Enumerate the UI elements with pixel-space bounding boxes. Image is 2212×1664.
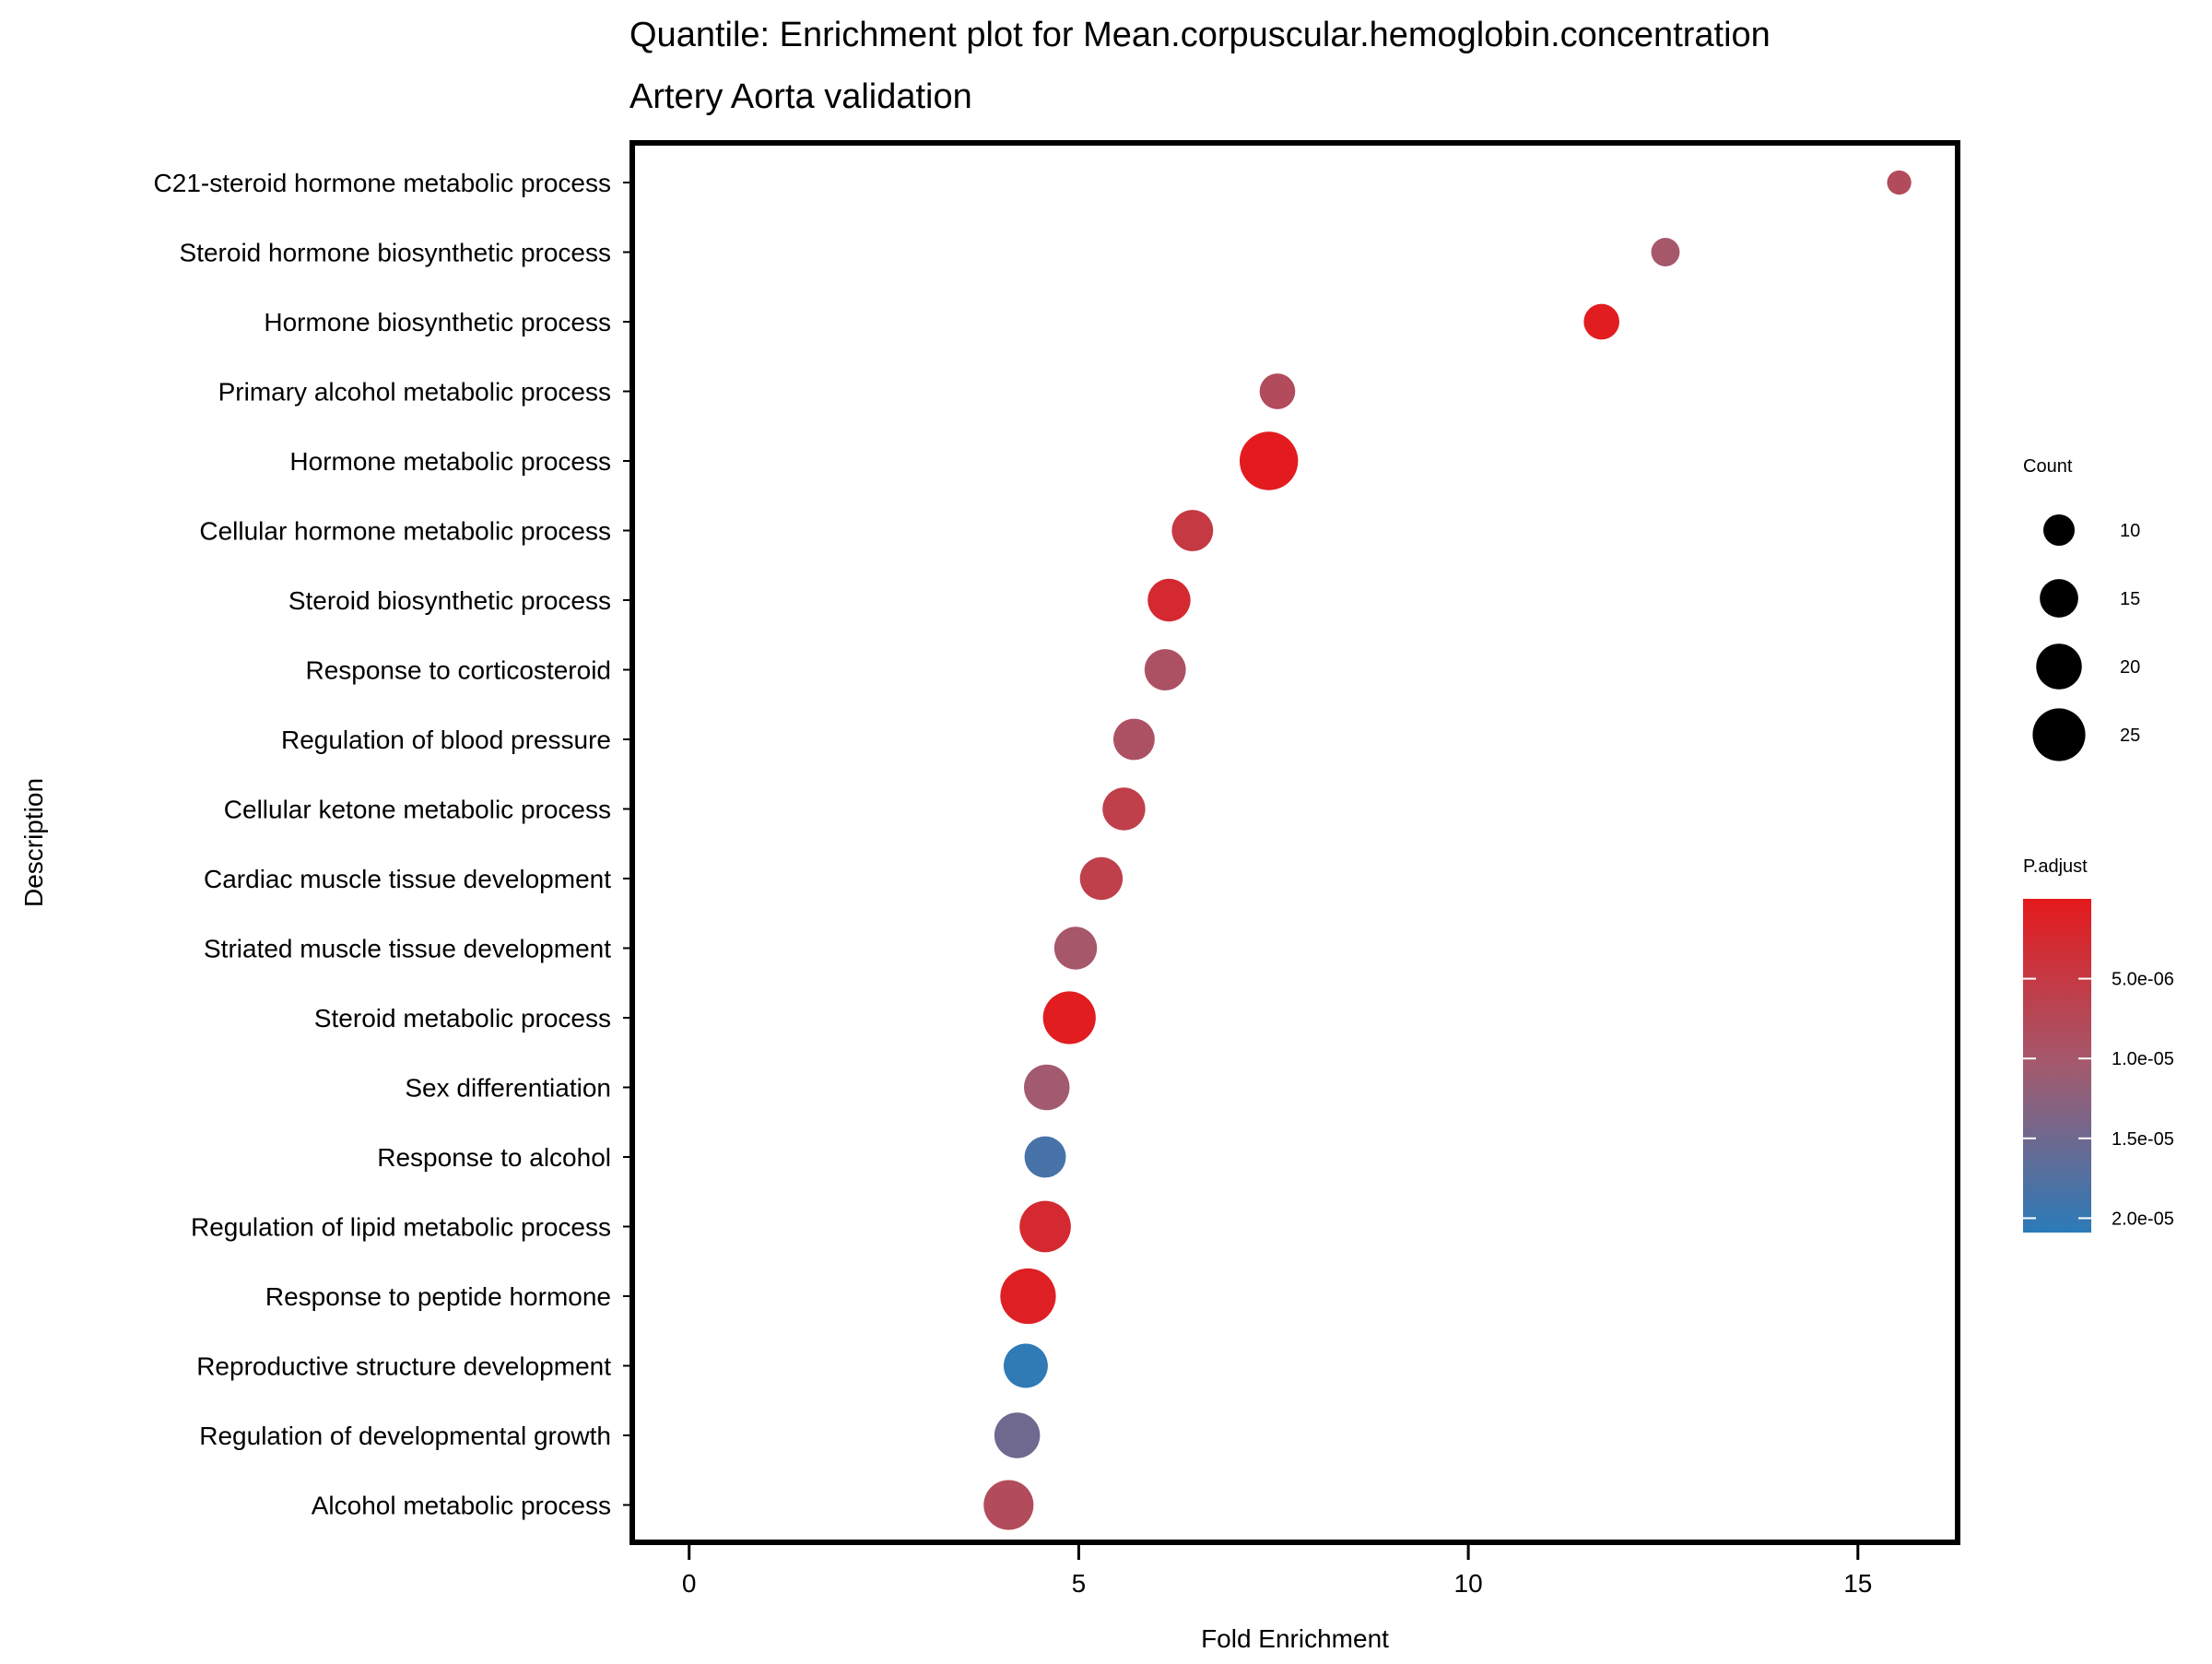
size-legend-key — [2036, 643, 2082, 690]
data-point — [1024, 1064, 1070, 1111]
data-point — [1042, 991, 1096, 1044]
y-tick-label: Regulation of lipid metabolic process — [191, 1213, 611, 1242]
y-tick-label: Hormone biosynthetic process — [264, 308, 611, 336]
data-point — [1147, 578, 1191, 622]
data-point — [1102, 787, 1146, 831]
data-point — [1113, 718, 1155, 761]
data-point — [1887, 170, 1912, 195]
size-legend-title: Count — [2023, 456, 2073, 477]
y-tick-label: Regulation of developmental growth — [199, 1422, 611, 1450]
x-tick-label: 15 — [1843, 1569, 1872, 1598]
y-tick-label: Steroid metabolic process — [314, 1004, 611, 1033]
chart-subtitle: Artery Aorta validation — [629, 77, 972, 116]
data-point — [1079, 856, 1124, 901]
y-tick-label: C21-steroid hormone metabolic process — [154, 169, 611, 197]
y-tick-label: Cardiac muscle tissue development — [204, 865, 611, 893]
data-point — [1003, 1343, 1048, 1388]
x-tick-label: 10 — [1454, 1569, 1483, 1598]
color-legend-label: 2.0e-05 — [2112, 1209, 2174, 1229]
plot-panel-border — [629, 140, 1960, 1545]
chart-title: Quantile: Enrichment plot for Mean.corpu… — [629, 16, 1771, 54]
size-legend-key — [2042, 513, 2076, 547]
data-point — [1144, 649, 1186, 690]
y-tick-label: Cellular hormone metabolic process — [199, 517, 611, 546]
data-point — [994, 1412, 1041, 1458]
data-point — [1239, 431, 1299, 490]
y-tick-label: Sex differentiation — [405, 1074, 611, 1103]
y-axis-title: Description — [19, 778, 48, 907]
color-legend-title: P.adjust — [2023, 856, 2088, 877]
y-tick-label: Striated muscle tissue development — [204, 935, 611, 963]
x-tick-label: 5 — [1072, 1569, 1087, 1598]
x-tick-label: 0 — [682, 1569, 697, 1598]
y-tick-label: Hormone metabolic process — [289, 447, 611, 476]
y-tick-label: Steroid biosynthetic process — [288, 586, 611, 615]
size-legend-key — [2040, 579, 2078, 618]
data-point — [1024, 1136, 1066, 1178]
data-point — [1019, 1200, 1071, 1253]
y-tick-label: Cellular ketone metabolic process — [224, 796, 611, 824]
size-legend-label: 10 — [2120, 521, 2140, 541]
y-tick-label: Response to corticosteroid — [305, 656, 611, 685]
data-point — [1583, 303, 1619, 340]
size-legend-label: 15 — [2120, 589, 2140, 609]
size-legend-key — [2032, 708, 2086, 761]
color-legend-label: 1.0e-05 — [2112, 1049, 2174, 1069]
data-point — [1000, 1268, 1056, 1325]
y-tick-label: Regulation of blood pressure — [281, 726, 611, 754]
data-point — [1171, 510, 1214, 551]
size-legend-label: 25 — [2120, 726, 2140, 746]
data-point — [983, 1480, 1034, 1530]
y-tick-label: Response to alcohol — [377, 1143, 611, 1172]
color-legend-label: 1.5e-05 — [2112, 1129, 2174, 1150]
size-legend-label: 20 — [2120, 657, 2140, 678]
y-tick-label: Reproductive structure development — [196, 1352, 611, 1381]
y-tick-label: Primary alcohol metabolic process — [218, 378, 611, 407]
data-point — [1651, 238, 1680, 266]
x-axis-title: Fold Enrichment — [1201, 1624, 1389, 1653]
y-tick-label: Response to peptide hormone — [265, 1282, 611, 1311]
data-point — [1053, 926, 1098, 970]
color-legend-label: 5.0e-06 — [2112, 970, 2174, 990]
y-tick-label: Alcohol metabolic process — [312, 1492, 611, 1520]
data-point — [1259, 373, 1296, 409]
y-tick-label: Steroid hormone biosynthetic process — [180, 239, 611, 267]
color-bar — [2023, 899, 2091, 1233]
